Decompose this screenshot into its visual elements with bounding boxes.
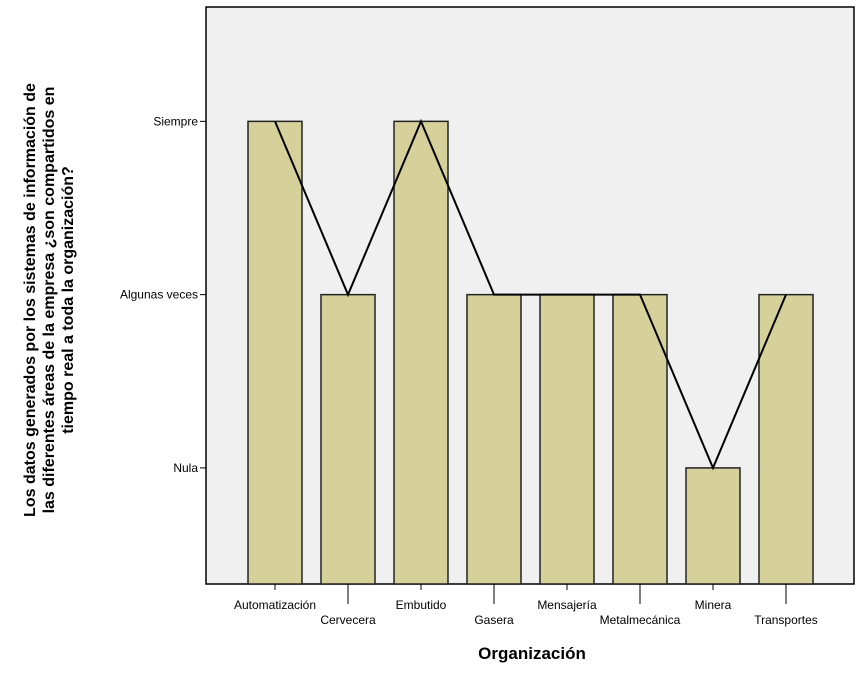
bar-cervecera — [320, 293, 376, 585]
bar-automatización — [247, 120, 303, 585]
series-line — [274, 118, 787, 471]
y-tick-label: Siempre — [153, 114, 198, 128]
x-axis-title: Organización — [478, 644, 586, 663]
bar-metalmecánica — [612, 293, 668, 585]
bar-gasera — [466, 293, 522, 585]
x-tick-label: Metalmecánica — [600, 613, 681, 627]
x-tick-label: Gasera — [474, 613, 514, 627]
x-tick-label: Automatización — [234, 598, 316, 612]
y-axis-title-line-2: las diferentes áreas de la empresa ¿son … — [41, 87, 58, 514]
x-tick-label: Transportes — [754, 613, 818, 627]
bar-embutido — [393, 120, 449, 585]
bar-minera — [685, 467, 741, 585]
y-tick-label: Algunas veces — [120, 288, 198, 302]
bar-mensajería — [539, 293, 595, 585]
x-tick-label: Mensajería — [537, 598, 597, 612]
y-axis-title: Los datos generados por los sistemas de … — [22, 83, 77, 517]
y-axis-title-line-3: tiempo real a toda la organización? — [60, 166, 77, 434]
y-tick-label: Nula — [173, 461, 198, 475]
y-axis-title-line-1: Los datos generados por los sistemas de … — [22, 83, 39, 517]
x-tick-label: Embutido — [396, 598, 447, 612]
x-tick-label: Minera — [695, 598, 732, 612]
x-tick-label: Cervecera — [320, 613, 376, 627]
